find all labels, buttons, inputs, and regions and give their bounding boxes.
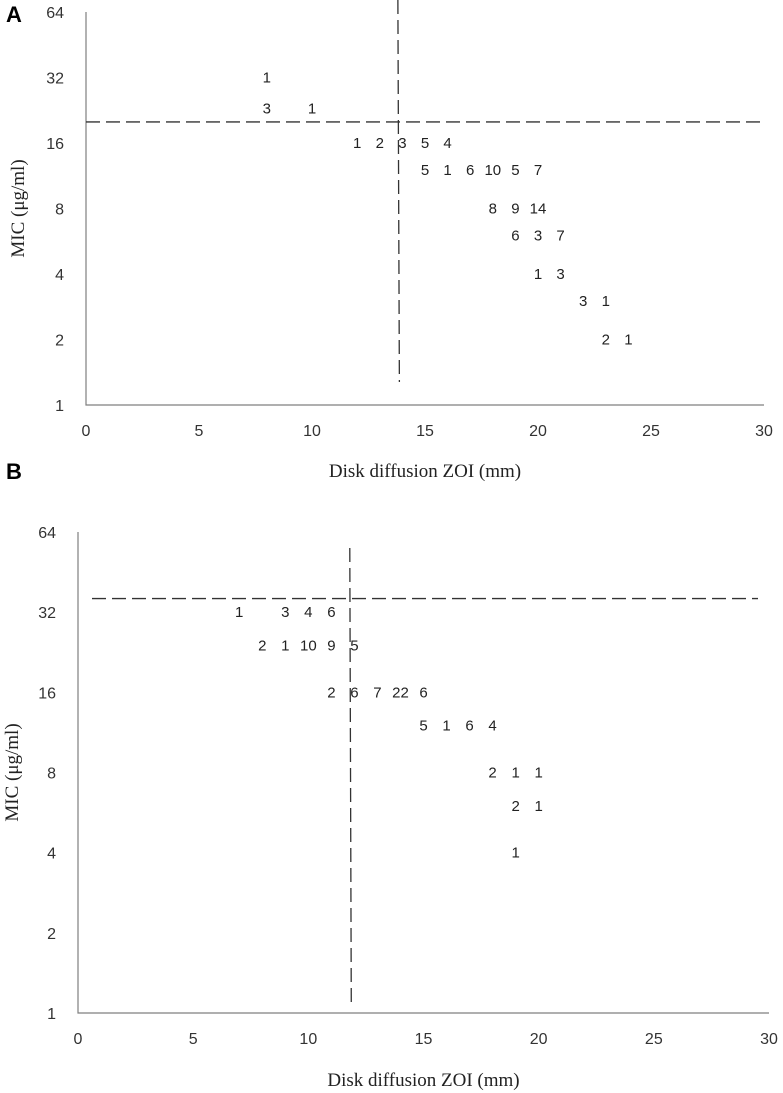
panel-b-point-label: 2 — [511, 798, 519, 815]
panel-b-x-tick-30: 30 — [760, 1031, 778, 1048]
panel-b-point-label: 1 — [511, 765, 519, 782]
panel-a-point-label: 3 — [579, 293, 587, 310]
panel-a-point-label: 7 — [556, 228, 564, 245]
panel-b-points: 1 3 4 62 1 10 9 52 6 7 22 65 1 6 42 1 12 11 — [235, 604, 543, 862]
panel-b-y-ticks: 1 2 4 8 16 32 64 — [38, 525, 56, 1023]
panel-b-point-label: 22 — [392, 684, 409, 701]
panel-a-point-label: 1 — [353, 135, 361, 152]
panel-a-point-label: 2 — [376, 135, 384, 152]
panel-a-point-label: 1 — [308, 101, 316, 118]
panel-a-point-label: 3 — [263, 101, 271, 118]
panel-a-letter: A — [6, 2, 22, 27]
panel-b-point-label: 5 — [419, 718, 427, 735]
panel-b-x-tick-25: 25 — [645, 1031, 663, 1048]
panel-b-x-tick-15: 15 — [415, 1031, 433, 1048]
panel-b-point-label: 6 — [350, 684, 358, 701]
panel-a-points: 13 11 2 3 5 45 1 6 10 5 78 9 146 3 71 33 12 1 — [263, 70, 633, 349]
panel-a-point-label: 2 — [602, 332, 610, 349]
panel-a-point-label: 9 — [511, 201, 519, 218]
panel-b-point-label: 10 — [300, 637, 317, 654]
panel-a-point-label: 1 — [263, 70, 271, 87]
panel-a-x-tick-20: 20 — [529, 423, 547, 440]
panel-a-point-label: 6 — [511, 228, 519, 245]
panel-a-y-tick-4: 4 — [55, 267, 64, 284]
panel-b-y-axis-title: MIC (μg/ml) — [2, 723, 23, 821]
panel-b-point-label: 9 — [327, 637, 335, 654]
panel-b-x-tick-5: 5 — [189, 1031, 198, 1048]
panel-a-x-tick-0: 0 — [82, 423, 91, 440]
panel-b-y-tick-2: 2 — [47, 926, 56, 943]
panel-b-x-tick-10: 10 — [299, 1031, 317, 1048]
panel-a-point-label: 4 — [443, 135, 451, 152]
panel-a-x-axis-title: Disk diffusion ZOI (mm) — [329, 461, 521, 482]
panel-a-zoi-breakpoint-line — [397, 0, 401, 383]
panel-a-point-label: 10 — [484, 162, 501, 179]
panel-a-point-label: 7 — [534, 162, 542, 179]
panel-b-axes — [77, 532, 769, 1014]
panel-a-y-tick-2: 2 — [55, 333, 64, 350]
panel-a-y-ticks: 1 2 4 8 16 32 64 — [46, 5, 64, 415]
panel-a-point-label: 3 — [534, 228, 542, 245]
panel-a-point-label: 1 — [602, 293, 610, 310]
panel-b-y-tick-16: 16 — [38, 685, 56, 702]
panel-a-point-label: 6 — [466, 162, 474, 179]
panel-b-point-label: 1 — [534, 798, 542, 815]
panel-b-point-label: 1 — [511, 845, 519, 862]
panel-b-x-tick-20: 20 — [530, 1031, 548, 1048]
panel-b-point-label: 4 — [304, 604, 312, 621]
panel-a-y-tick-32: 32 — [46, 71, 64, 88]
panel-b-point-label: 6 — [327, 604, 335, 621]
panel-a-point-label: 1 — [534, 266, 542, 283]
panel-a-x-tick-5: 5 — [195, 423, 204, 440]
panel-a-point-label: 3 — [398, 135, 406, 152]
panel-b-letter: B — [6, 459, 22, 484]
panel-b-point-label: 1 — [281, 637, 289, 654]
panel-b-y-tick-4: 4 — [47, 846, 56, 863]
panel-b-y-tick-64: 64 — [38, 525, 56, 542]
panel-b-point-label: 1 — [442, 718, 450, 735]
panel-b-point-label: 5 — [350, 637, 358, 654]
panel-a-point-label: 14 — [530, 201, 547, 218]
panel-a-point-label: 5 — [511, 162, 519, 179]
panel-a-point-label: 1 — [624, 332, 632, 349]
panel-b-point-label: 3 — [281, 604, 289, 621]
panel-b-y-tick-1: 1 — [47, 1006, 56, 1023]
panel-b-x-axis-title: Disk diffusion ZOI (mm) — [327, 1070, 519, 1091]
panel-a-point-label: 5 — [421, 135, 429, 152]
panel-a-point-label: 3 — [556, 266, 564, 283]
panel-a-axes — [85, 12, 764, 406]
panel-b-x-tick-0: 0 — [74, 1031, 83, 1048]
panel-a-point-label: 5 — [421, 162, 429, 179]
panel-a-x-tick-25: 25 — [642, 423, 660, 440]
panel-b-point-label: 2 — [258, 637, 266, 654]
panel-b-point-label: 1 — [534, 765, 542, 782]
panel-a-y-tick-64: 64 — [46, 5, 64, 22]
panel-b-point-label: 2 — [488, 765, 496, 782]
panel-b-point-label: 6 — [465, 718, 473, 735]
panel-b-x-ticks: 0 5 10 15 20 25 30 — [74, 1031, 778, 1048]
panel-a-x-tick-10: 10 — [303, 423, 321, 440]
panel-b-point-label: 6 — [419, 684, 427, 701]
panel-a-y-tick-8: 8 — [55, 202, 64, 219]
panel-b-y-tick-8: 8 — [47, 766, 56, 783]
panel-b-point-label: 1 — [235, 604, 243, 621]
panel-a-x-ticks: 0 5 10 15 20 25 30 — [82, 423, 773, 440]
panel-a-x-tick-15: 15 — [416, 423, 434, 440]
panel-a-x-tick-30: 30 — [755, 423, 773, 440]
panel-a-point-label: 8 — [489, 201, 497, 218]
panel-a-y-tick-16: 16 — [46, 136, 64, 153]
panel-b-y-tick-32: 32 — [38, 605, 56, 622]
panel-b-zoi-breakpoint-line — [349, 547, 352, 1009]
panel-b-point-label: 4 — [488, 718, 496, 735]
panel-b-point-label: 7 — [373, 684, 381, 701]
panel-a-y-tick-1: 1 — [55, 398, 64, 415]
panel-b-point-label: 2 — [327, 684, 335, 701]
panel-a-point-label: 1 — [443, 162, 451, 179]
panel-a-y-axis-title: MIC (μg/ml) — [8, 159, 29, 257]
